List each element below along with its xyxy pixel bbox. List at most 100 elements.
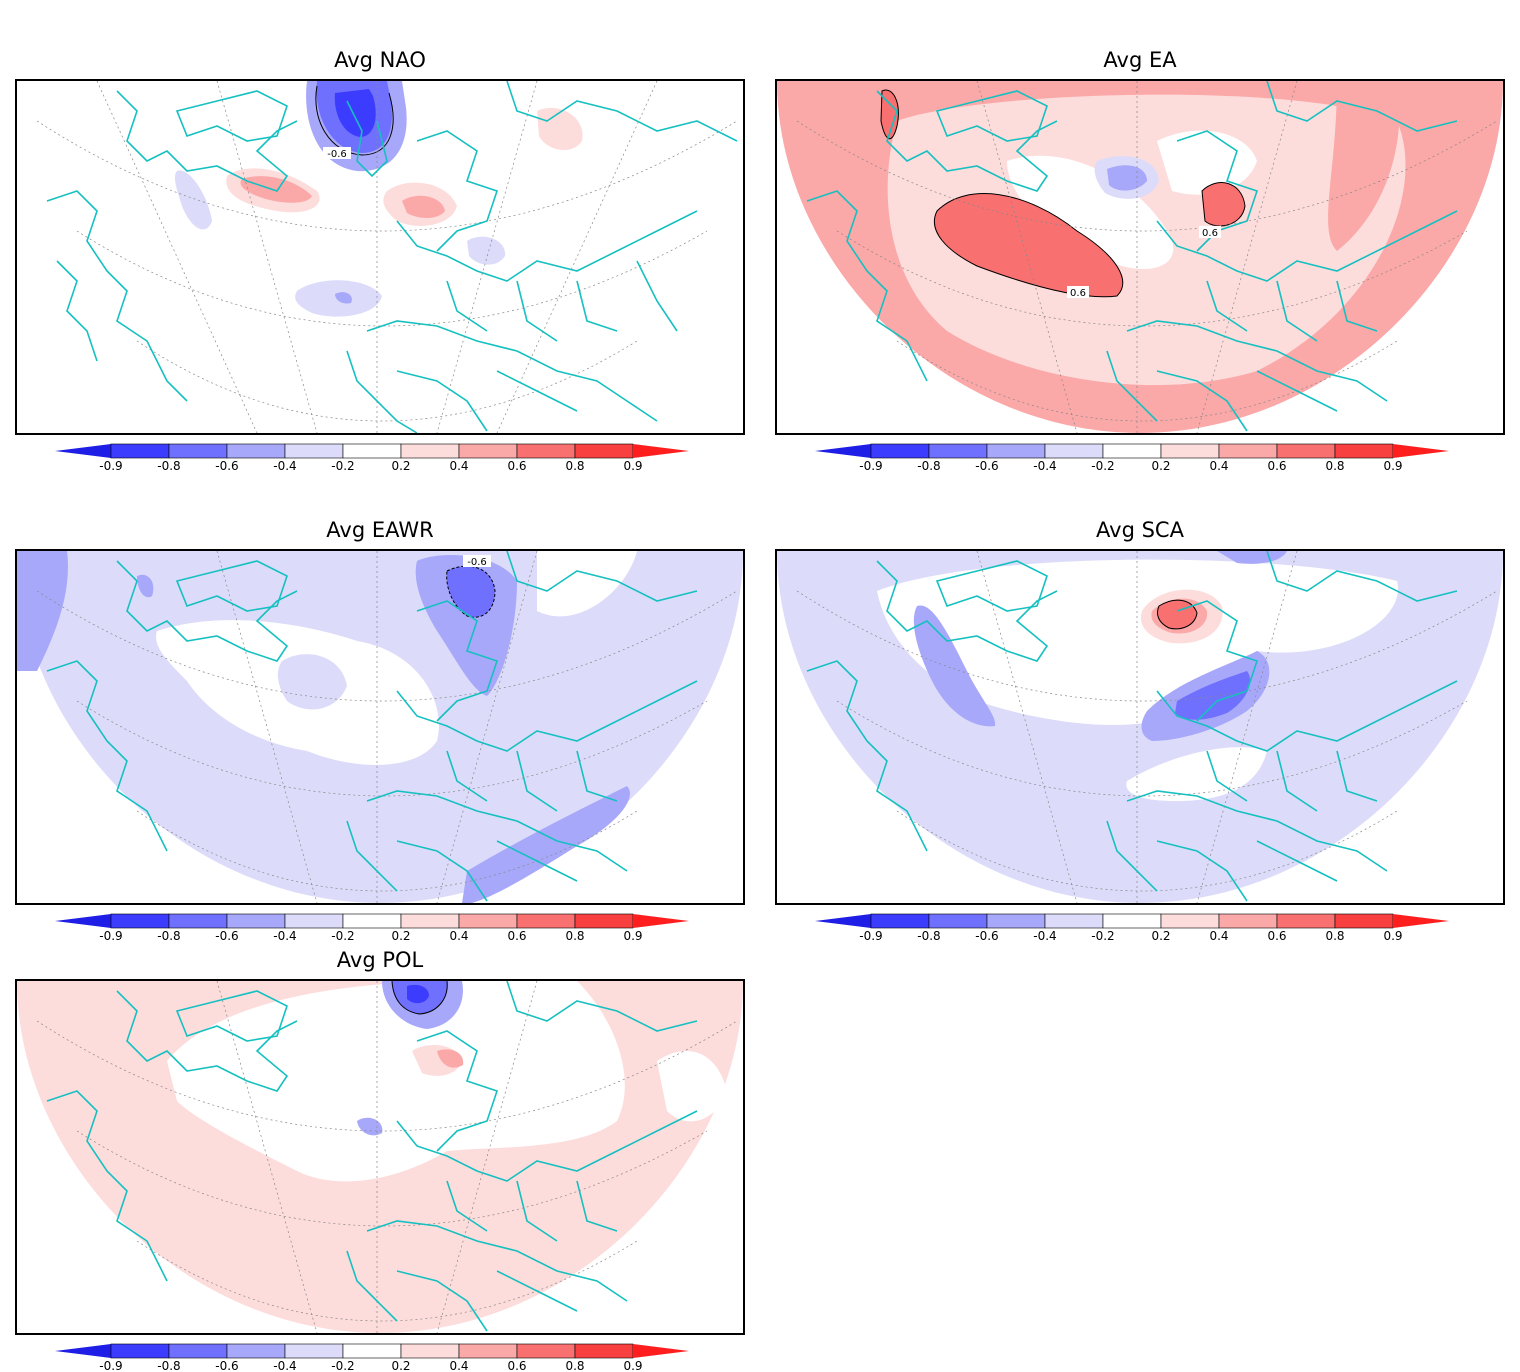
pol-anomaly-pos-europe-core [437,1049,464,1068]
colorbar-tick-label: 0.2 [1151,459,1170,472]
colorbar-segment [342,1343,402,1359]
colorbar-svg: -0.9 -0.8 -0.6 -0.4 -0.2 0.2 0.4 0.6 0.8 0.9 [55,1343,689,1372]
colorbar-sca: -0.9 -0.8 -0.6 -0.4 -0.2 0.2 0.4 0.6 0.8 0.9 [815,912,1465,942]
colorbar-arrow-low [815,444,871,458]
colorbar-segment [516,913,576,929]
colorbar-segment [168,443,228,459]
colorbar-segment [574,1343,634,1359]
colorbar-tick-label: 0.9 [1383,929,1402,942]
colorbar-tick-label: -0.9 [859,929,882,942]
eawr-anomaly-white-2 [537,551,637,617]
ea-anomaly-pos-asia [1328,81,1400,251]
colorbar-segment [870,913,930,929]
colorbar-tick-label: -0.4 [273,1359,296,1372]
colorbar-tick-label: -0.8 [917,459,940,472]
nao-anomaly-pos-atlantic-core [240,176,312,203]
colorbar-tick-label: -0.2 [331,459,354,472]
colorbar-tick-label: -0.4 [273,459,296,472]
colorbar-segment [1276,443,1336,459]
nao-anomaly-neg-east [467,236,506,265]
colorbar-segment [986,443,1046,459]
colorbar-tick-label: -0.6 [215,929,238,942]
colorbar-segment [1102,443,1162,459]
map-sca [775,549,1505,905]
ea-contour-label-text-1: 0.6 [1070,288,1086,299]
sca-anomaly-neg-atlantic [913,605,996,727]
colorbar-eawr: -0.9 -0.8 -0.6 -0.4 -0.2 0.2 0.4 0.6 0.8 0.9 [55,912,705,942]
panel-title-sca: Avg SCA [1096,518,1184,542]
colorbar-arrow-low [55,1344,111,1358]
colorbar-arrow-low [55,444,111,458]
colorbar-tick-label: -0.9 [859,459,882,472]
colorbar-segment [574,913,634,929]
pol-contour-neg [391,981,448,1015]
colorbar-segment [400,1343,460,1359]
panel-pol: Avg POL [15,945,745,1372]
ea-contour-label-text-2: 0.6 [1202,228,1218,239]
eawr-anomaly-neg-pacific [137,574,154,598]
colorbar-segment [574,443,634,459]
colorbar-tick-label: 0.8 [565,459,584,472]
colorbar-tick-label: -0.8 [157,1359,180,1372]
colorbar-tick-label: -0.2 [1091,459,1114,472]
colorbar-segment [1044,443,1104,459]
colorbar-segment [928,913,988,929]
colorbar-tick-label: 0.2 [391,1359,410,1372]
ea-anomaly-white-band [1007,155,1174,270]
colorbar-tick-label: 0.6 [507,929,526,942]
ea-anomaly-pos-pacific [881,90,899,139]
colorbar-svg: -0.9 -0.8 -0.6 -0.4 -0.2 0.2 0.4 0.6 0.8 0.9 [55,913,689,942]
eawr-anomaly-neg-north-core [446,566,495,618]
colorbar-segment [1160,913,1220,929]
colorbar-arrow-low [55,914,111,928]
map-pol-svg [17,981,743,1333]
colorbar-segment [516,443,576,459]
colorbar-tick-label: 0.6 [1267,929,1286,942]
colorbar-tick-label: 0.9 [623,1359,642,1372]
eawr-coastlines [46,551,698,902]
colorbar-arrow-high [1393,444,1449,458]
ea-contour-label-2: 0.6 [1199,226,1221,239]
colorbar-segment [284,913,344,929]
map-nao: -0.6 [15,79,745,435]
colorbar-segment [1218,443,1278,459]
colorbar-ea: -0.9 -0.8 -0.6 -0.4 -0.2 0.2 0.4 0.6 0.8 0.9 [815,442,1465,472]
colorbar-svg: -0.9 -0.8 -0.6 -0.4 -0.2 0.2 0.4 0.6 0.8 0.9 [815,913,1449,942]
colorbar-tick-label: 0.6 [507,1359,526,1372]
colorbar-tick-label: -0.9 [99,1359,122,1372]
colorbar-tick-label: 0.4 [1209,929,1228,942]
colorbar-segment [1044,913,1104,929]
colorbar-segment [284,443,344,459]
colorbar-tick-label: -0.6 [215,459,238,472]
colorbar-tick-label: 0.2 [391,459,410,472]
colorbar-segment [458,913,518,929]
nao-coastlines [46,81,738,433]
panel-title-eawr: Avg EAWR [326,518,434,542]
panel-sca: Avg SCA [775,515,1505,942]
panel-eawr: Avg EAWR [15,515,745,942]
colorbar-tick-label: 0.4 [449,459,468,472]
nao-anomaly-neg-inner [334,89,376,137]
colorbar-tick-label: -0.6 [975,929,998,942]
colorbar-tick-label: -0.6 [215,1359,238,1372]
sca-anomaly-white [877,559,1398,725]
nao-contour-neg [315,85,394,156]
colorbar-segment [400,913,460,929]
sca-coastlines [806,551,1458,902]
nao-anomaly-pos-ne [537,107,583,151]
eawr-contour-label-1: -0.6 [463,555,491,568]
colorbar-segment [110,913,170,929]
colorbar-arrow-high [1393,914,1449,928]
eawr-anomaly-neg-center [277,654,347,710]
colorbar-segment [1218,913,1278,929]
nao-contour-label-1: -0.6 [323,147,351,160]
ea-contour-europe [1201,182,1246,227]
ea-contour-pacific [880,89,899,139]
colorbar-segment [1276,913,1336,929]
colorbar-segment [458,1343,518,1359]
colorbar-segment [226,1343,286,1359]
ea-contour-atlantic [933,193,1124,298]
map-ea-svg: 0.6 0.6 [777,81,1503,433]
colorbar-tick-label: 0.4 [1209,459,1228,472]
pol-coastlines [46,981,698,1332]
